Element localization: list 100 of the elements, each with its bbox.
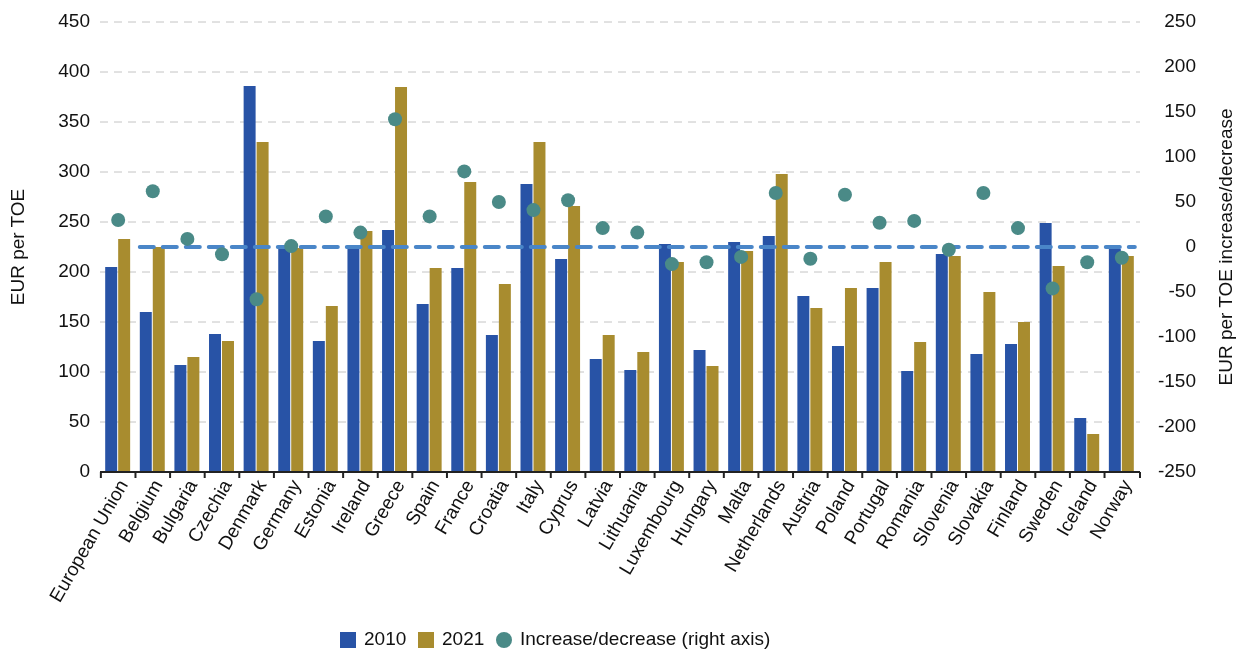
bar [624, 370, 637, 472]
bar [1052, 266, 1065, 472]
bar [589, 359, 602, 472]
point [664, 257, 679, 272]
y-tick-label: 350 [58, 110, 90, 132]
bar [1121, 256, 1134, 472]
bar [1005, 344, 1017, 472]
bar [970, 354, 983, 472]
y2-tick-label: 100 [1164, 145, 1196, 167]
bar [1108, 249, 1121, 472]
y-tick-label: 100 [58, 360, 90, 382]
point [1045, 281, 1060, 296]
legend-label: 2021 [442, 628, 485, 650]
bar [1039, 223, 1052, 472]
bar [983, 292, 996, 472]
bar [243, 86, 256, 472]
y2-tick-label: 50 [1174, 190, 1196, 212]
bar [395, 87, 408, 472]
y2-tick-label: -200 [1157, 415, 1196, 437]
bar [451, 268, 464, 472]
bar [1087, 434, 1100, 472]
bar [209, 334, 221, 472]
point [837, 187, 852, 202]
bar [602, 335, 615, 472]
bar [762, 236, 775, 472]
bar [416, 304, 429, 472]
point [976, 186, 991, 200]
bar [382, 230, 395, 472]
y2-tick-label: -250 [1157, 460, 1196, 482]
point [699, 255, 714, 270]
point [422, 209, 437, 224]
point [215, 247, 229, 262]
y-tick-label: 400 [58, 60, 90, 82]
point [388, 112, 403, 127]
bar [485, 335, 498, 472]
y-tick-label: 0 [79, 460, 90, 482]
point [318, 209, 333, 224]
y-tick-label: 200 [58, 260, 90, 282]
y2-tick-label: 200 [1164, 55, 1196, 77]
y2-tick-label: -100 [1157, 325, 1196, 347]
point [768, 186, 783, 200]
bar [118, 239, 131, 472]
y2-tick-label: 250 [1164, 10, 1196, 32]
y2-axis-title: EUR per TOE increase/decrease [1215, 108, 1236, 386]
bar [187, 357, 200, 472]
bar [533, 142, 546, 472]
point [803, 251, 818, 266]
y2-tick-label: 0 [1185, 235, 1196, 257]
y2-tick-label: -50 [1168, 280, 1196, 302]
y-tick-label: 300 [58, 160, 90, 182]
bar [879, 262, 892, 472]
bar [706, 366, 719, 472]
bar [174, 365, 187, 472]
point [561, 193, 576, 208]
y2-tick-label: -150 [1157, 370, 1196, 392]
point [180, 231, 195, 246]
bar [520, 184, 533, 472]
bar [866, 288, 879, 472]
bar [935, 254, 948, 472]
bar [948, 256, 961, 472]
bar [312, 341, 325, 472]
bar [797, 296, 810, 472]
bar [222, 341, 234, 472]
point [353, 225, 368, 240]
bar [278, 247, 291, 472]
bar [152, 247, 165, 472]
point [1011, 221, 1025, 236]
bar [775, 174, 788, 472]
y-tick-label: 50 [68, 410, 90, 432]
bar [464, 182, 477, 472]
point [491, 195, 506, 209]
y-tick-label: 150 [58, 310, 90, 332]
point [284, 239, 299, 254]
bar [429, 268, 442, 472]
bar [105, 267, 118, 472]
bar [291, 248, 304, 472]
point [111, 213, 126, 227]
y-tick-label: 450 [58, 10, 90, 32]
point [1114, 250, 1129, 265]
point [630, 225, 645, 240]
bar [1074, 418, 1087, 472]
bar [728, 242, 741, 472]
y-tick-label: 250 [58, 210, 90, 232]
bar [139, 312, 152, 472]
bar [1018, 322, 1030, 472]
point [1080, 255, 1095, 270]
y2-tick-label: 150 [1164, 100, 1196, 122]
point [526, 203, 541, 218]
bar [498, 284, 511, 472]
bar [256, 142, 269, 472]
bar [844, 288, 857, 472]
bar [360, 231, 373, 472]
bar [901, 371, 914, 472]
point [457, 164, 472, 179]
bar [671, 262, 684, 472]
bar [568, 206, 581, 472]
bar [831, 346, 844, 472]
bar [637, 352, 650, 472]
bar [325, 306, 338, 472]
point [872, 215, 887, 230]
